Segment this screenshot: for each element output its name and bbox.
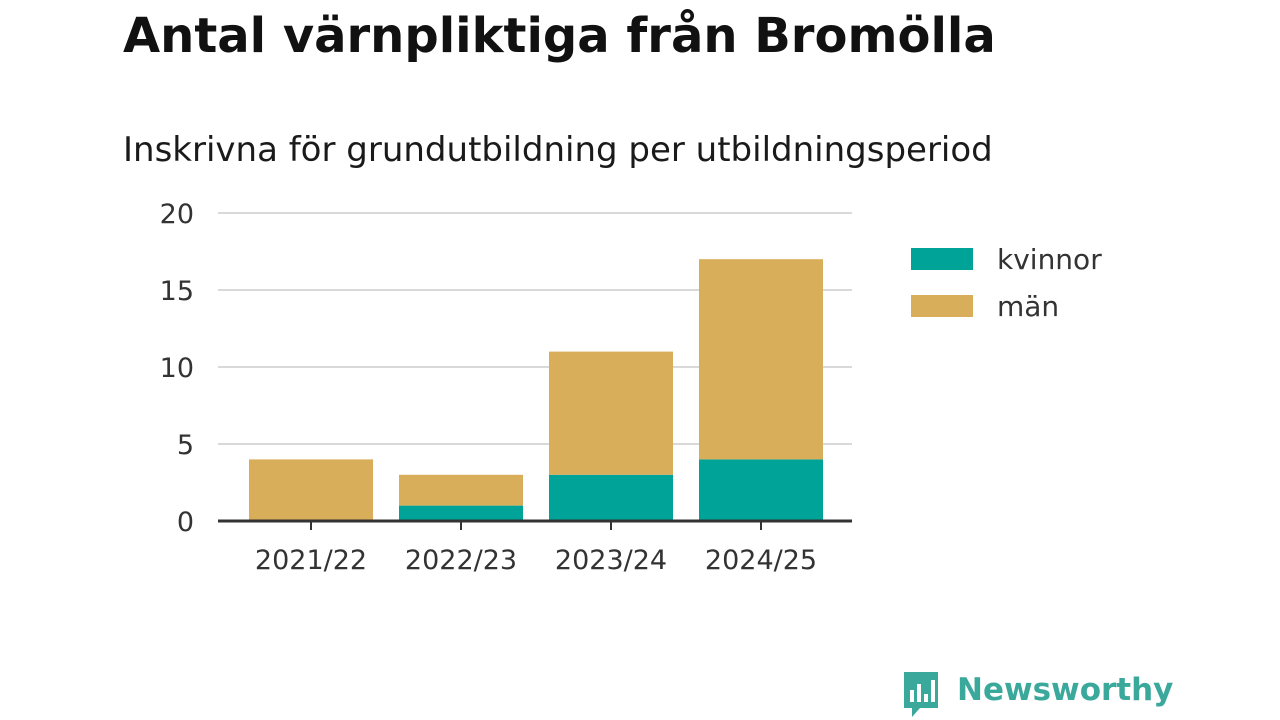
x-axis-ticks: 2021/22 2022/23 2023/24 2024/25 — [255, 521, 817, 576]
legend-label-kvinnor: kvinnor — [997, 243, 1102, 276]
chart-title: Antal värnpliktiga från Bromölla — [123, 8, 996, 64]
bar-man-2021-22 — [249, 459, 373, 521]
bar-kvinnor-2023-24 — [549, 474, 673, 521]
bar-chart-speech-bubble-icon — [904, 672, 938, 717]
bar-kvinnor-2022-23 — [399, 505, 523, 521]
y-tick-label: 0 — [177, 507, 194, 538]
x-tick-label: 2021/22 — [255, 545, 367, 576]
x-tick-label: 2024/25 — [705, 545, 817, 576]
legend-label-man: män — [997, 290, 1059, 323]
x-tick-label: 2023/24 — [555, 545, 667, 576]
y-tick-label: 15 — [160, 276, 194, 307]
bar-man-2022-23 — [399, 474, 523, 506]
bar-man-2023-24 — [549, 351, 673, 475]
y-tick-label: 20 — [160, 199, 194, 230]
y-tick-label: 10 — [160, 353, 194, 384]
legend-swatch-kvinnor — [911, 248, 973, 270]
newsworthy-logo: Newsworthy — [900, 668, 1173, 720]
legend: kvinnor män — [911, 243, 1102, 323]
bars — [249, 259, 823, 521]
bar-man-2024-25 — [699, 259, 823, 460]
legend-swatch-man — [911, 295, 973, 317]
x-tick-label: 2022/23 — [405, 545, 517, 576]
brand-name: Newsworthy — [957, 672, 1174, 708]
chart-subtitle: Inskrivna för grundutbildning per utbild… — [123, 130, 993, 170]
y-axis-ticks: 0 5 10 15 20 — [160, 199, 194, 538]
y-tick-label: 5 — [177, 430, 194, 461]
bar-kvinnor-2024-25 — [699, 459, 823, 521]
